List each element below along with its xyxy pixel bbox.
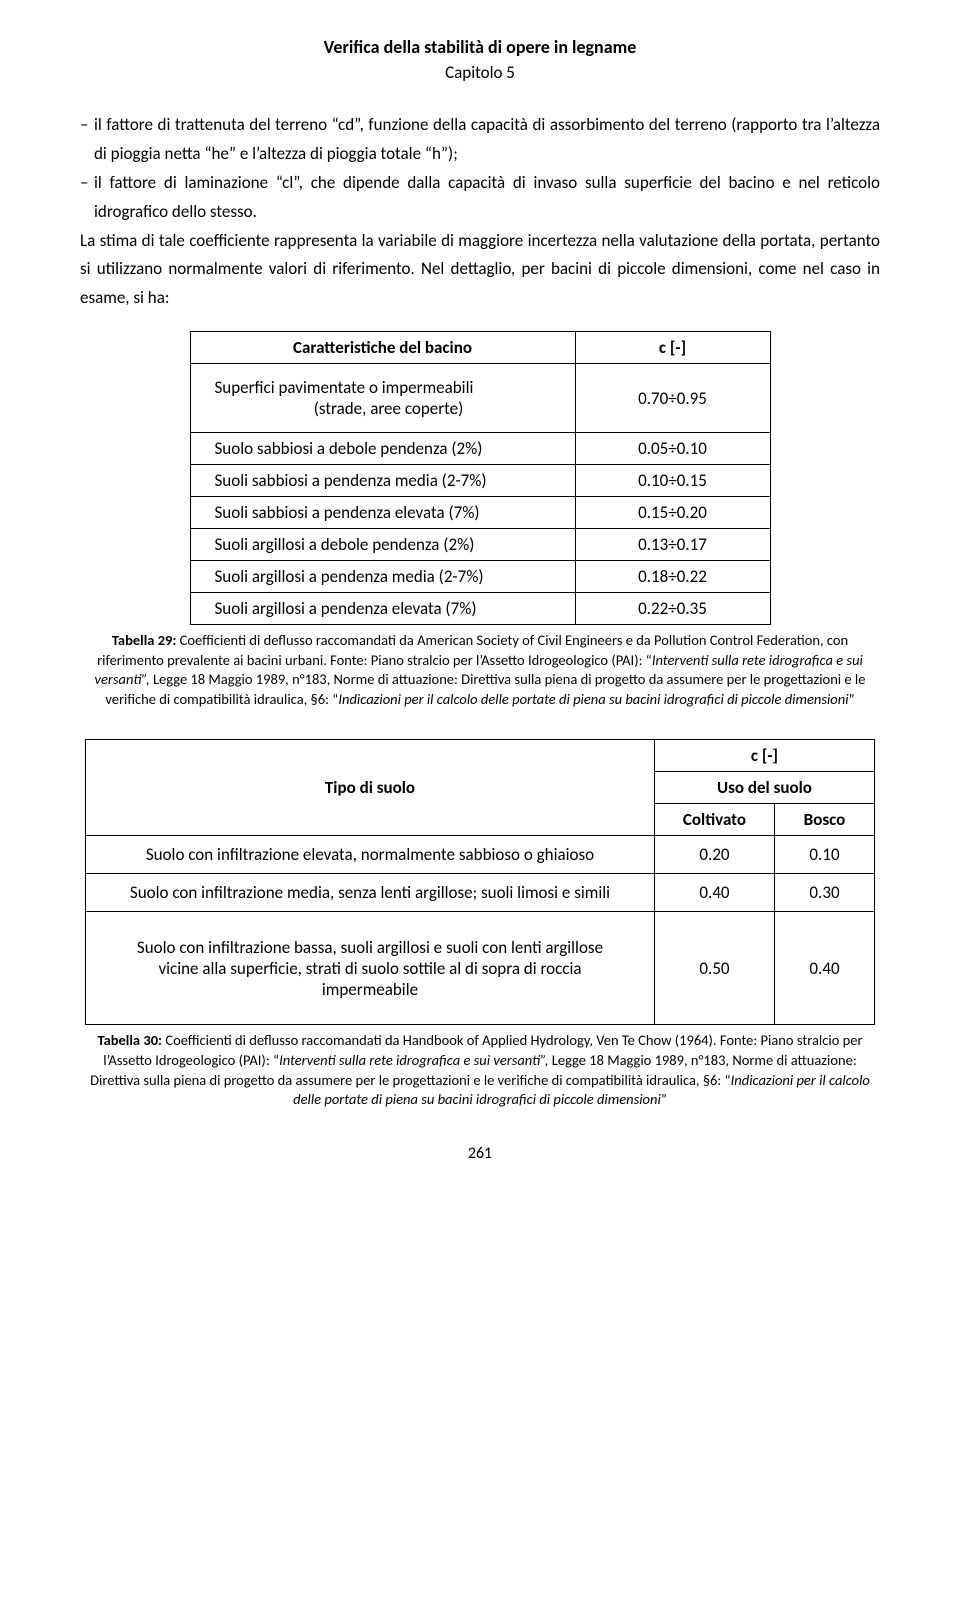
caption-30-i1: Interventi sulla rete idrografica e sui … bbox=[279, 1051, 548, 1069]
table-cell-label: Suoli sabbiosi a pendenza media (2-7%) bbox=[190, 465, 575, 497]
cell-line2: vicine alla superficie, strati di suolo … bbox=[158, 958, 581, 979]
bullet-1: –il fattore di trattenuta del terreno “c… bbox=[80, 111, 880, 169]
table-cell-value: 0.05÷0.10 bbox=[575, 433, 770, 465]
table-row: Suoli sabbiosi a pendenza media (2-7%) 0… bbox=[190, 465, 770, 497]
table-cell-label: Suoli argillosi a pendenza elevata (7%) bbox=[190, 593, 575, 625]
table-cell-value: 0.22÷0.35 bbox=[575, 593, 770, 625]
caption-30-t3: ” bbox=[661, 1090, 667, 1108]
table-row: Suoli sabbiosi a pendenza elevata (7%) 0… bbox=[190, 497, 770, 529]
page: Verifica della stabilità di opere in leg… bbox=[0, 0, 960, 1203]
running-title: Verifica della stabilità di opere in leg… bbox=[80, 36, 880, 58]
table-cell-label: Suolo con infiltrazione elevata, normalm… bbox=[86, 836, 655, 874]
table-cell-value: 0.70÷0.95 bbox=[575, 364, 770, 433]
table-30: Tipo di suolo c [-] Uso del suolo Coltiv… bbox=[85, 739, 875, 1025]
table-cell-value: 0.40 bbox=[654, 874, 774, 912]
table-29-header-row: Caratteristiche del bacino c [-] bbox=[190, 332, 770, 364]
table-30-h-c: c [-] bbox=[654, 740, 874, 772]
dash-icon: – bbox=[80, 169, 94, 198]
caption-30: Tabella 30: Coefficienti di deflusso rac… bbox=[90, 1031, 870, 1109]
table-cell-value: 0.10 bbox=[774, 836, 874, 874]
table-row: Suolo sabbiosi a debole pendenza (2%) 0.… bbox=[190, 433, 770, 465]
table-30-h-tipo: Tipo di suolo bbox=[86, 740, 655, 836]
table-cell-value: 0.40 bbox=[774, 912, 874, 1025]
running-chapter: Capitolo 5 bbox=[80, 62, 880, 83]
table-cell-label: Suolo sabbiosi a debole pendenza (2%) bbox=[190, 433, 575, 465]
table-cell-value: 0.13÷0.17 bbox=[575, 529, 770, 561]
table-cell-label: Suolo con infiltrazione media, senza len… bbox=[86, 874, 655, 912]
caption-30-bold: Tabella 30: bbox=[97, 1031, 162, 1049]
caption-29-bold: Tabella 29: bbox=[112, 631, 177, 649]
table-row: Suolo con infiltrazione bassa, suoli arg… bbox=[86, 912, 875, 1025]
table-row: Suoli argillosi a debole pendenza (2%) 0… bbox=[190, 529, 770, 561]
table-cell-label: Suoli argillosi a pendenza media (2-7%) bbox=[190, 561, 575, 593]
table-cell-value: 0.15÷0.20 bbox=[575, 497, 770, 529]
caption-29-i2: Indicazioni per il calcolo delle portate… bbox=[338, 690, 848, 708]
table-cell-label: Suolo con infiltrazione bassa, suoli arg… bbox=[86, 912, 655, 1025]
table-30-header-row-1: Tipo di suolo c [-] bbox=[86, 740, 875, 772]
page-number: 261 bbox=[80, 1144, 880, 1163]
table-30-h-bosco: Bosco bbox=[774, 804, 874, 836]
table-cell-label: Superfici pavimentate o impermeabili (st… bbox=[190, 364, 575, 433]
paragraph-after: La stima di tale coefficiente rappresent… bbox=[80, 227, 880, 314]
table-cell-value: 0.10÷0.15 bbox=[575, 465, 770, 497]
table-cell-value: 0.30 bbox=[774, 874, 874, 912]
cell-line1: Suolo con infiltrazione bassa, suoli arg… bbox=[137, 937, 603, 958]
bullet-2: –il fattore di laminazione “cl”, che dip… bbox=[80, 169, 880, 227]
caption-29: Tabella 29: Coefficienti di deflusso rac… bbox=[90, 631, 870, 709]
table-cell-value: 0.18÷0.22 bbox=[575, 561, 770, 593]
table-row: Suoli argillosi a pendenza elevata (7%) … bbox=[190, 593, 770, 625]
bullet-1-text: il fattore di trattenuta del terreno “cd… bbox=[94, 114, 880, 164]
caption-29-t3: ” bbox=[849, 690, 855, 708]
table-29: Caratteristiche del bacino c [-] Superfi… bbox=[190, 331, 771, 625]
table-row: Suolo con infiltrazione media, senza len… bbox=[86, 874, 875, 912]
table-cell-label: Suoli argillosi a debole pendenza (2%) bbox=[190, 529, 575, 561]
body-text: –il fattore di trattenuta del terreno “c… bbox=[80, 111, 880, 313]
table-row: Superfici pavimentate o impermeabili (st… bbox=[190, 364, 770, 433]
table-row: Suolo con infiltrazione elevata, normalm… bbox=[86, 836, 875, 874]
bullet-2-text: il fattore di laminazione “cl”, che dipe… bbox=[94, 172, 880, 222]
cell-line1: Superfici pavimentate o impermeabili bbox=[215, 377, 474, 398]
cell-line3: impermeabile bbox=[322, 979, 418, 1000]
table-30-h-colt: Coltivato bbox=[654, 804, 774, 836]
table-29-header-left: Caratteristiche del bacino bbox=[190, 332, 575, 364]
dash-icon: – bbox=[80, 111, 94, 140]
table-row: Suoli argillosi a pendenza media (2-7%) … bbox=[190, 561, 770, 593]
table-30-h-uso: Uso del suolo bbox=[654, 772, 874, 804]
table-cell-label: Suoli sabbiosi a pendenza elevata (7%) bbox=[190, 497, 575, 529]
cell-line2: (strade, aree coperte) bbox=[215, 398, 563, 419]
table-cell-value: 0.50 bbox=[654, 912, 774, 1025]
table-29-header-right: c [-] bbox=[575, 332, 770, 364]
table-cell-value: 0.20 bbox=[654, 836, 774, 874]
